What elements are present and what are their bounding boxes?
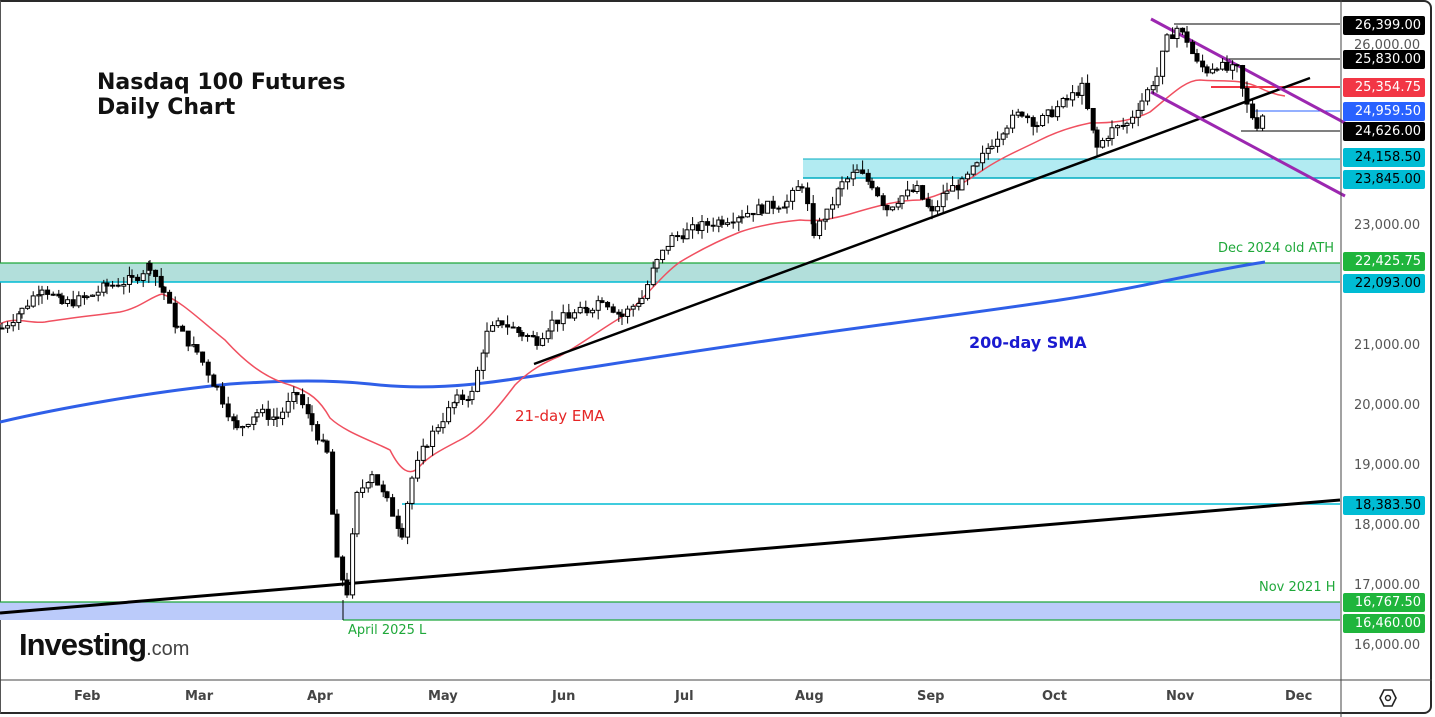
price-label: 26,399.00 [1343,16,1425,35]
tick-17000: 17,000.00 [1354,578,1421,593]
price-axis[interactable]: 26,000.00 23,000.00 21,000.00 20,000.00 … [1342,0,1432,680]
price-label: 16,767.50 [1343,593,1425,612]
candlesticks [0,25,1266,599]
price-label: 18,383.50 [1343,496,1425,515]
zone-24158-23845 [803,159,1340,178]
price-label: 25,354.75 [1343,78,1425,97]
month-jun: Jun [552,689,576,704]
month-aug: Aug [795,689,824,704]
title-line-1: Nasdaq 100 Futures [97,70,346,95]
month-dec: Dec [1285,689,1313,704]
investing-logo: Investing.com [19,627,189,663]
old-ath-label: Dec 2024 old ATH [1218,241,1335,256]
month-may: May [428,689,458,704]
price-label: 25,830.00 [1343,50,1425,69]
month-feb: Feb [74,689,101,704]
nov2021-high-label: Nov 2021 H [1259,580,1336,595]
zone-nov2021-high [0,602,1340,620]
month-apr: Apr [307,689,333,704]
title-line-2: Daily Chart [97,95,236,120]
price-label: 16,460.00 [1343,614,1425,633]
tick-23000: 23,000.00 [1354,218,1421,233]
price-label: 23,845.00 [1343,170,1425,189]
settings-icon[interactable] [1378,688,1398,708]
month-oct: Oct [1042,689,1067,704]
tick-26000: 26,000.00 [1354,38,1421,53]
price-label: 24,626.00 [1343,122,1425,141]
logo-suffix: .com [146,638,190,660]
price-label: 22,425.75 [1343,252,1425,271]
tick-21000: 21,000.00 [1354,338,1421,353]
month-sep: Sep [917,689,945,704]
tick-19000: 19,000.00 [1354,458,1421,473]
month-jul: Jul [675,689,694,704]
price-label: 24,959.50 [1343,102,1425,121]
tick-18000: 18,000.00 [1354,518,1421,533]
channel-upper [1150,17,1346,125]
april-low-label: April 2025 L [348,623,427,638]
month-nov: Nov [1166,689,1195,704]
chart-title: Nasdaq 100 Futures Daily Chart [97,70,346,120]
price-label: 24,158.50 [1343,148,1425,167]
zone-old-ath [0,263,1340,282]
ema-label: 21-day EMA [515,407,605,425]
price-label: 22,093.00 [1343,274,1425,293]
channel-lower [1150,90,1346,198]
tick-20000: 20,000.00 [1354,398,1421,413]
trendline-support [533,76,1311,366]
month-mar: Mar [185,689,214,704]
long-term-trendline [0,498,1341,615]
logo-brand: Investing [19,627,147,662]
sma-200-line [0,260,1266,424]
tick-16000: 16,000.00 [1354,638,1421,653]
sma-label: 200-day SMA [969,333,1087,352]
time-axis[interactable]: Feb Mar Apr May Jun Jul Aug Sep Oct Nov … [0,681,1341,713]
ema-21-line [0,79,1286,473]
